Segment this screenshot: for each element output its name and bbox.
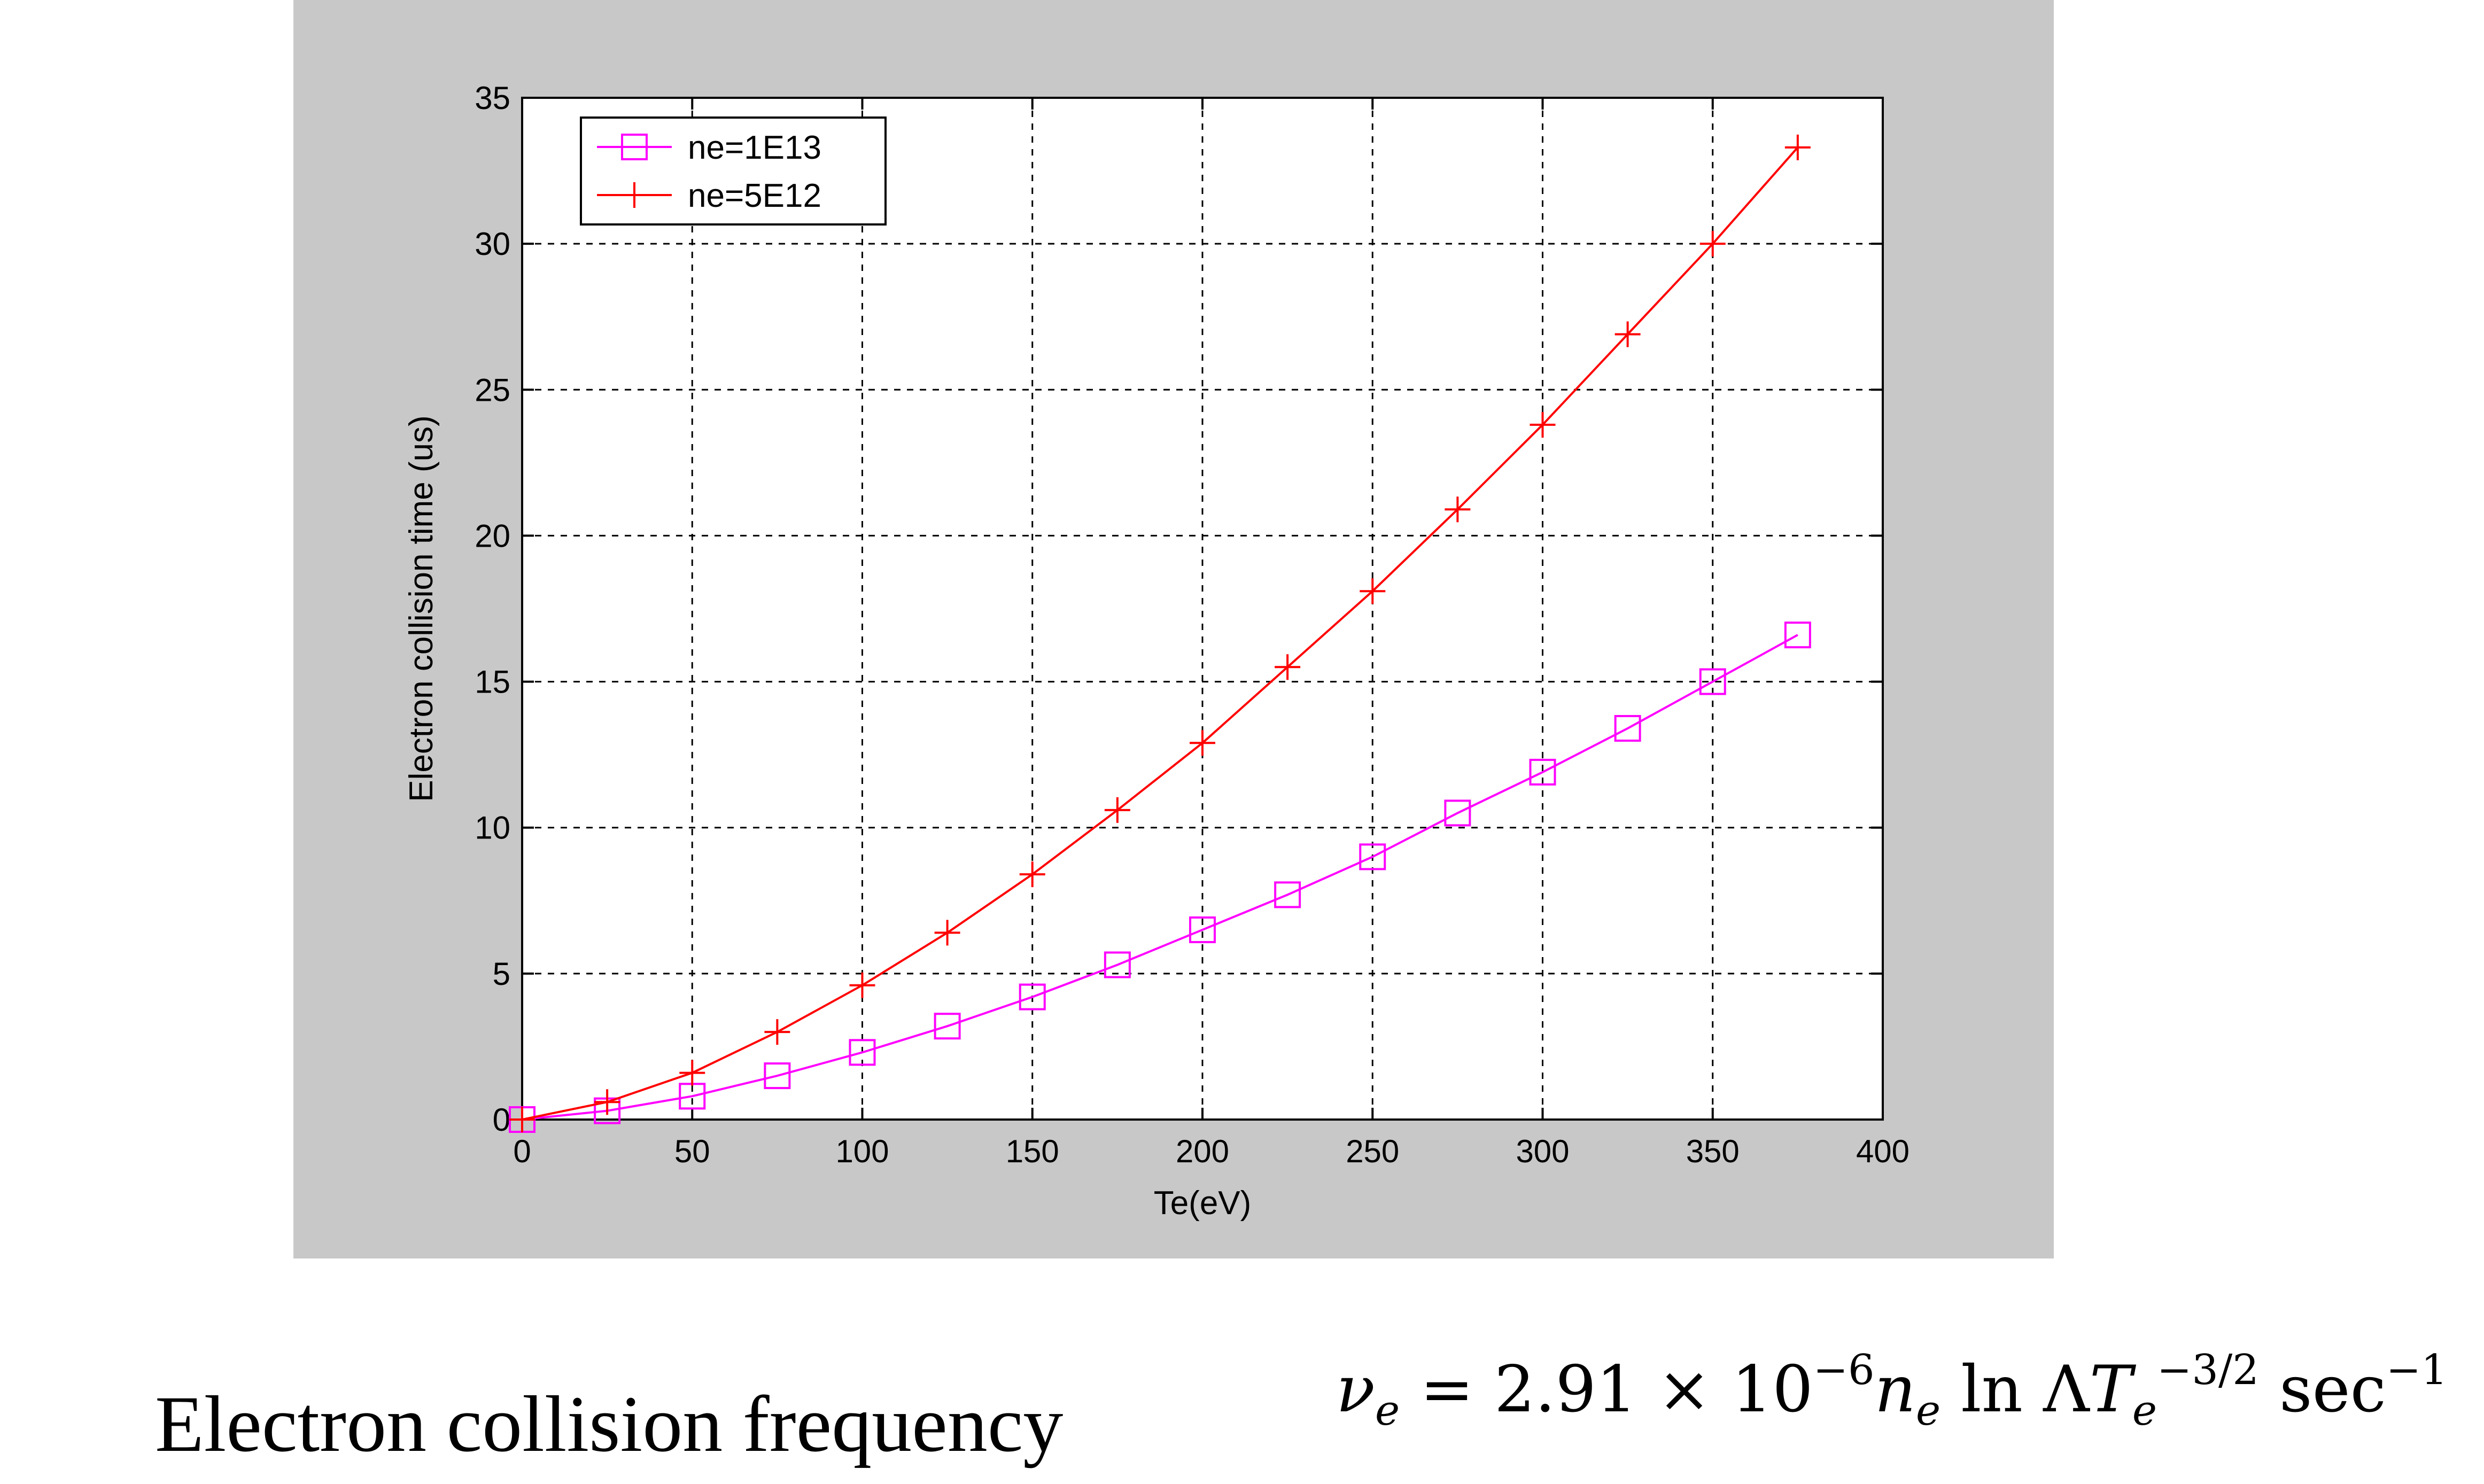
x-tick-label: 150 [1006, 1133, 1059, 1169]
data-point [1190, 730, 1215, 756]
collision-frequency-formula: νe = 2.91 × 10−6ne ln ΛTe−3/2 sec−1 [1336, 1349, 2448, 1435]
data-point [934, 920, 960, 946]
formula-T: T [2089, 1353, 2132, 1427]
y-tick-label: 20 [475, 518, 510, 554]
data-point [1359, 843, 1386, 871]
legend-entry: ne=1E13 [597, 129, 821, 166]
formula-exp1: −6 [1813, 1346, 1875, 1394]
y-axis-label: Electron collision time (us) [403, 415, 440, 802]
series-line [522, 634, 1798, 1121]
x-tick-label: 50 [674, 1133, 710, 1169]
legend-marker [622, 182, 647, 208]
data-point [594, 1089, 620, 1115]
axis-ticks: 0 50 100 150 200 250 300 350 400 0 5 10 15 20 25 30 35 [475, 80, 1909, 1169]
data-point [1614, 321, 1641, 347]
formula-T-sub: e [2132, 1387, 2157, 1435]
data-point [934, 1013, 961, 1040]
formula-sec: sec [2258, 1353, 2386, 1427]
formula-nu-sub: e [1375, 1387, 1400, 1435]
grid-lines [522, 98, 1883, 1120]
caption: Electron collision frequency [155, 1380, 1064, 1469]
legend-entry: ne=5E12 [597, 177, 821, 214]
data-point [1019, 983, 1046, 1011]
formula-equals: = 2.91 × 10 [1400, 1353, 1813, 1427]
y-tick-label: 30 [475, 226, 510, 262]
legend-label: ne=1E13 [688, 129, 821, 166]
formula-ln: ln Λ [1940, 1353, 2090, 1427]
data-point [1530, 411, 1556, 438]
data-point [1699, 668, 1726, 695]
y-tick-label: 10 [475, 810, 510, 846]
electron-collision-time-chart: 0 50 100 150 200 250 300 350 400 0 5 10 15 20 25 30 35 T… [403, 80, 1909, 1222]
x-tick-label: 0 [513, 1133, 531, 1169]
formula-nu: ν [1336, 1353, 1375, 1427]
formula-n: n [1874, 1353, 1916, 1427]
x-tick-label: 200 [1176, 1133, 1229, 1169]
legend: ne=1E13 ne=5E12 [580, 116, 887, 226]
x-tick-label: 300 [1516, 1133, 1569, 1169]
series-1 [509, 134, 1811, 1132]
y-tick-label: 0 [493, 1102, 510, 1138]
plot-area [521, 97, 1884, 1121]
data-point [764, 1019, 790, 1045]
data-point [1104, 797, 1130, 823]
legend-label: ne=5E12 [688, 177, 821, 214]
data-series [509, 134, 1811, 1133]
y-tick-label: 5 [493, 956, 510, 992]
data-point [764, 1062, 791, 1090]
x-tick-label: 250 [1346, 1133, 1399, 1169]
data-point [1445, 496, 1471, 523]
data-point [1614, 714, 1641, 742]
data-point [1444, 799, 1471, 827]
data-point [849, 972, 875, 998]
y-tick-label: 15 [475, 664, 510, 700]
y-tick-label: 25 [475, 372, 510, 408]
x-tick-label: 400 [1856, 1133, 1909, 1169]
formula-n-sub: e [1915, 1387, 1941, 1435]
data-point [1699, 231, 1726, 257]
data-point [1360, 578, 1386, 604]
formula-exp3: −1 [2386, 1346, 2448, 1394]
data-point [509, 1107, 535, 1132]
data-point [1784, 134, 1811, 160]
x-tick-label: 350 [1686, 1133, 1740, 1169]
legend-marker [621, 134, 648, 160]
data-point [1104, 951, 1131, 978]
chart-panel: 0 50 100 150 200 250 300 350 400 0 5 10 15 20 25 30 35 T… [293, 0, 2054, 1258]
x-axis-label: Te(eV) [1154, 1185, 1252, 1222]
data-point [1189, 916, 1216, 943]
data-point [1274, 881, 1301, 908]
formula-exp2: −3/2 [2156, 1346, 2259, 1394]
y-tick-label: 35 [475, 80, 510, 116]
x-tick-label: 100 [835, 1133, 889, 1169]
data-point [1275, 654, 1301, 680]
data-point [1019, 861, 1045, 888]
data-point [1784, 621, 1811, 649]
data-point [1529, 758, 1556, 786]
data-point [849, 1039, 876, 1066]
series-line [522, 146, 1799, 1121]
data-point [679, 1060, 705, 1086]
